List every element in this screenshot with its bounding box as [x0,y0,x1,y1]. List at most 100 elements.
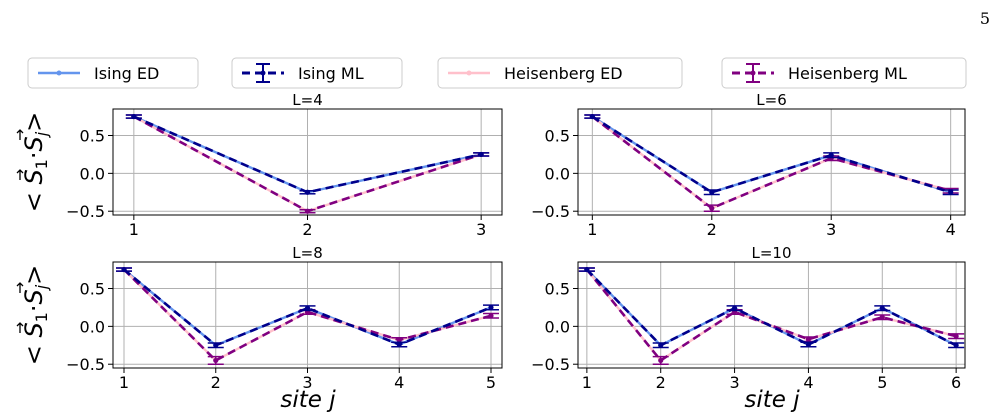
x-tick-label: 1 [129,220,139,239]
legend-entry-ising-ed: Ising ED [27,57,199,89]
y-label-part: 1 [32,159,51,169]
x-axis-label: site j [744,387,800,413]
x-tick-label: 6 [951,373,961,392]
y-tick-label: −0.5 [66,355,105,374]
x-label-word: site [744,387,793,413]
x-tick-label: 3 [729,373,739,392]
data-point [731,305,738,311]
page-number: 5 [980,9,990,28]
data-point [304,305,311,311]
y-label-part: S [20,289,48,304]
series-line-ising-ml [123,268,492,347]
x-axis-label: site j [280,387,336,413]
data-point [948,189,954,195]
y-label-part [20,185,48,193]
y-label-part: < [20,192,48,212]
legend-label: Heisenberg ED [504,64,623,83]
panels: L=4 0.5 0.0 −0.5 1 2 3 L=6 0.5 0.0 −0.5 1 2 3 4 L=8 0.5 0… [66,91,966,392]
y-label-part: < [20,345,48,365]
x-axis-labels: site j site j [280,387,800,413]
x-tick-label: 1 [119,373,129,392]
legend-entry-heisenberg-ed: Heisenberg ED [437,57,683,89]
data-point [879,305,885,311]
x-tick-label: 4 [394,373,404,392]
legend-marker [750,70,756,76]
x-tick-label: 1 [587,220,597,239]
y-tick-label: 0.5 [545,127,570,146]
y-axis-label-text: < S1·Sj> [20,112,51,213]
x-tick-label: 3 [302,373,312,392]
data-point [304,189,311,195]
y-label-part: > [20,265,48,285]
legend-box [721,57,967,89]
data-point [805,341,812,348]
y-label-part: S [20,136,48,151]
x-tick-label: 3 [476,220,486,239]
data-point [828,152,834,158]
data-point [304,208,311,214]
panel-L=4: L=4 0.5 0.0 −0.5 1 2 3 [66,91,503,239]
data-point [709,189,715,195]
x-tick-label: 5 [486,373,496,392]
y-label-part: j [32,284,51,291]
y-label-part [20,338,48,346]
vector-arrow-icon [16,169,24,180]
y-axis-labels: < S1·Sj>< S1·Sj> [16,112,51,366]
data-point [478,151,484,158]
x-tick-label: 2 [211,373,221,392]
y-tick-label: 0.5 [80,127,105,146]
y-label-part: j [32,131,51,138]
y-tick-label: 0.5 [545,280,570,299]
legend-label: Ising ED [94,64,159,83]
y-label-part: > [20,112,48,132]
x-tick-label: 1 [582,373,592,392]
series-line-heisenberg-ml [591,115,952,210]
series-line-ising-ml [585,268,957,347]
panel-title: L=8 [292,244,322,262]
legend-label: Heisenberg ML [788,64,907,83]
series-line-ising-ed [591,115,952,194]
data-point [488,313,494,319]
legend-entry-heisenberg-ml: Heisenberg ML [721,57,967,89]
data-point [396,341,402,348]
y-tick-label: −0.5 [66,202,105,221]
data-point [488,304,494,311]
legend-box [27,57,199,89]
panel-title: L=10 [751,244,791,262]
series-line-heisenberg-ed [591,115,951,210]
legend-entry-ising-ml: Ising ML [231,57,403,89]
panel-title: L=6 [756,91,786,109]
data-point [953,333,959,339]
y-label-part: · [20,151,48,159]
axes-frame [577,261,966,369]
y-tick-label: 0.0 [545,164,570,183]
x-tick-label: 2 [656,373,666,392]
legend-box [231,57,403,89]
x-tick-label: 5 [877,373,887,392]
x-tick-label: 2 [302,220,312,239]
y-axis-label-text: < S1·Sj> [20,265,51,366]
panel-L=6: L=6 0.5 0.0 −0.5 1 2 3 4 [531,91,966,239]
data-point [805,336,812,342]
y-tick-label: 0.0 [545,317,570,336]
x-label-word: site [280,387,329,413]
data-point [589,113,595,120]
x-tick-label: 2 [707,220,717,239]
data-point [658,342,664,348]
legend-marker [260,70,266,76]
vector-arrow-icon [16,282,24,293]
data-point [213,342,219,348]
series-line-heisenberg-ed [585,268,957,363]
x-tick-label: 4 [946,220,956,239]
y-label-part: S [20,322,48,337]
axes-frame [577,108,966,216]
data-point [396,337,402,343]
legend-marker [466,70,472,76]
x-label-var: j [326,387,336,413]
data-point [121,266,127,273]
panel-L=8: L=8 0.5 0.0 −0.5 1 2 3 4 5 [66,244,503,392]
data-point [131,113,137,120]
legend-marker [56,70,62,76]
y-tick-label: 0.0 [80,317,105,336]
